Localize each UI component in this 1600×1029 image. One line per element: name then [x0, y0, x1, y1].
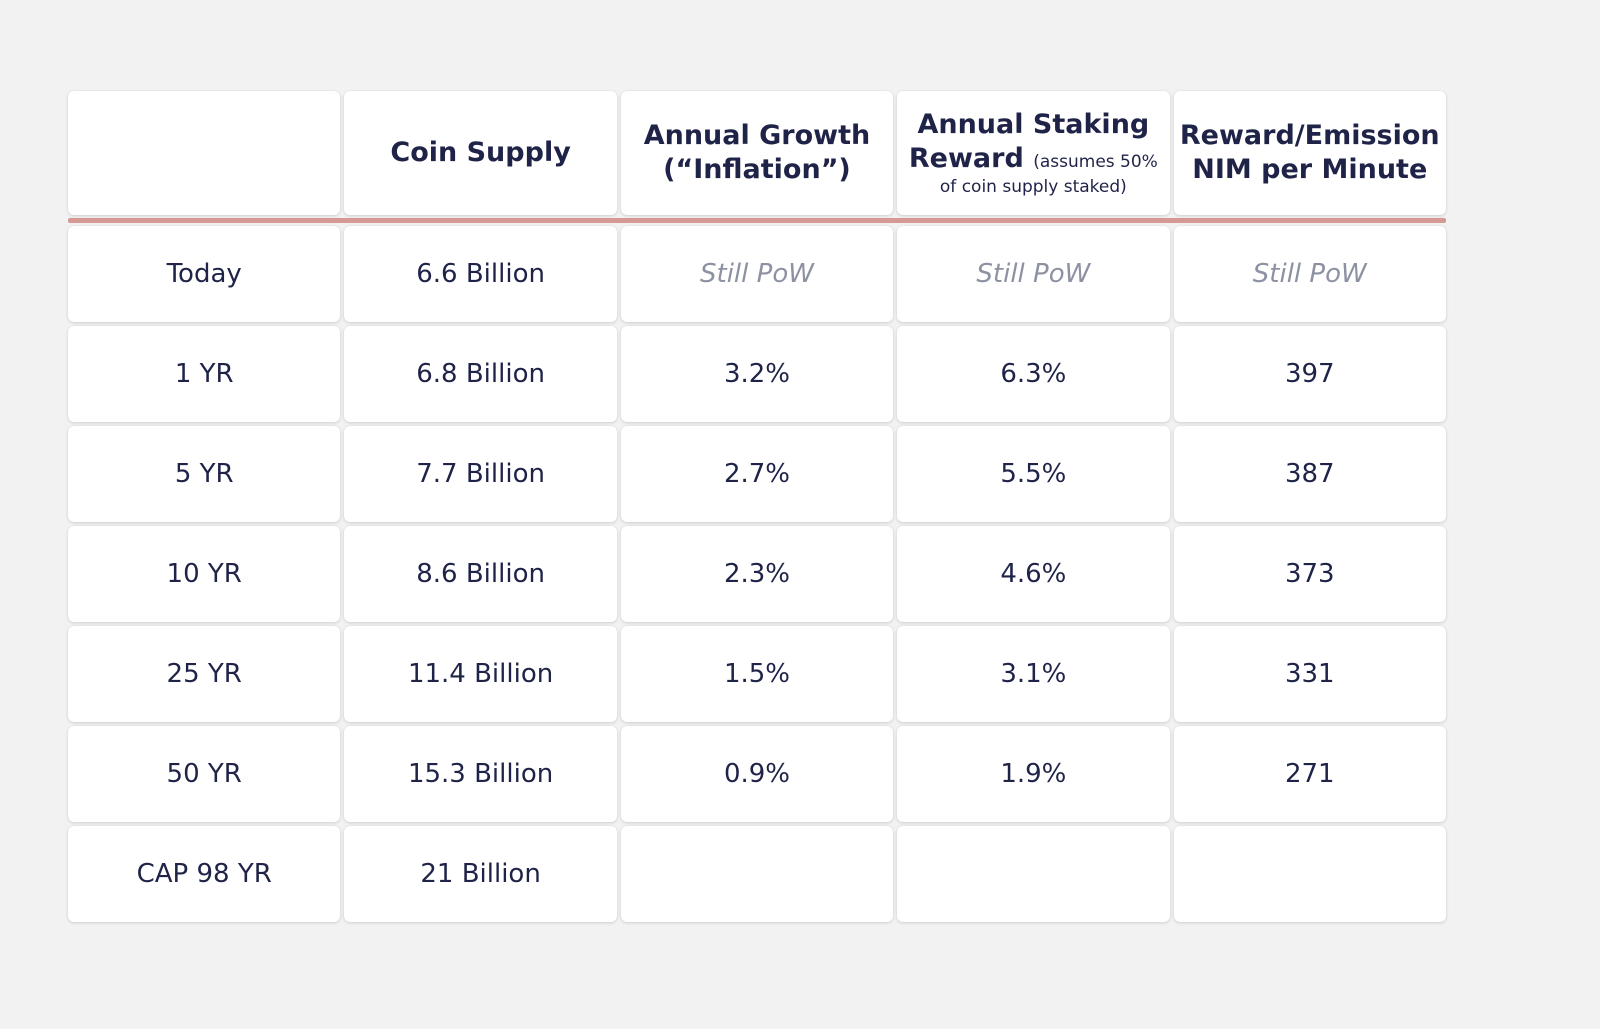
annual-growth-cell-value: 2.3% [723, 559, 790, 589]
staking-reward-cell-value: 5.5% [1000, 459, 1067, 489]
staking-reward-cell [897, 826, 1170, 922]
table-row: 5 YR 7.7 Billion 2.7% 5.5% 387 [68, 426, 1446, 522]
reward-per-minute-cell: 387 [1173, 426, 1446, 522]
header-coin-supply-label: Coin Supply [390, 137, 571, 168]
reward-per-minute-cell: Still PoW [1173, 226, 1446, 322]
header-staking-note2: of coin supply staked) [939, 177, 1127, 197]
reward-per-minute-cell-value: 387 [1284, 459, 1335, 489]
header-coin-supply: Coin Supply [344, 91, 617, 215]
annual-growth-cell-value: 3.2% [723, 359, 790, 389]
annual-growth-cell: 2.7% [620, 426, 894, 522]
table-row: 1 YR 6.8 Billion 3.2% 6.3% 397 [68, 326, 1446, 422]
period-cell: 25 YR [68, 626, 341, 722]
coin-supply-cell-value: 7.7 Billion [416, 459, 545, 489]
period-cell: 5 YR [68, 426, 341, 522]
period-cell: 50 YR [68, 726, 341, 822]
annual-growth-cell-value: 0.9% [723, 759, 790, 789]
annual-growth-cell: 0.9% [620, 726, 894, 822]
staking-reward-cell: 4.6% [897, 526, 1170, 622]
annual-growth-cell [620, 826, 894, 922]
coin-supply-cell: 11.4 Billion [344, 626, 617, 722]
emission-table: Coin Supply Annual Growth (“Inflation”) … [68, 91, 1446, 926]
period-cell-value: 10 YR [166, 559, 242, 589]
coin-supply-cell-value: 6.6 Billion [416, 259, 545, 289]
header-annual-growth-line1: Annual Growth [643, 120, 871, 151]
reward-per-minute-cell: 373 [1173, 526, 1446, 622]
period-cell: 10 YR [68, 526, 341, 622]
header-staking-line2: Reward [908, 143, 1024, 174]
period-cell-value: CAP 98 YR [136, 859, 272, 889]
annual-growth-cell-value: 2.7% [723, 459, 790, 489]
period-cell: Today [68, 226, 341, 322]
reward-per-minute-cell-value: 373 [1284, 559, 1335, 589]
annual-growth-cell: 2.3% [620, 526, 894, 622]
table-row: 50 YR 15.3 Billion 0.9% 1.9% 271 [68, 726, 1446, 822]
annual-growth-cell-value: Still PoW [700, 259, 814, 289]
staking-reward-cell: 3.1% [897, 626, 1170, 722]
period-cell-value: Today [166, 259, 242, 289]
staking-reward-cell-value: 6.3% [1000, 359, 1067, 389]
coin-supply-cell-value: 8.6 Billion [416, 559, 545, 589]
annual-growth-cell: 1.5% [620, 626, 894, 722]
coin-supply-cell-value: 21 Billion [420, 859, 541, 889]
reward-per-minute-cell: 271 [1173, 726, 1446, 822]
coin-supply-cell: 21 Billion [344, 826, 617, 922]
staking-reward-cell-value: 1.9% [1000, 759, 1067, 789]
staking-reward-cell-value: 4.6% [1000, 559, 1067, 589]
table-row: 25 YR 11.4 Billion 1.5% 3.1% 331 [68, 626, 1446, 722]
header-reward-line2: NIM per Minute [1192, 154, 1428, 185]
coin-supply-cell-value: 6.8 Billion [416, 359, 545, 389]
header-cell-empty [68, 91, 341, 215]
period-cell-value: 50 YR [166, 759, 242, 789]
header-reward-line1: Reward/Emission [1179, 120, 1440, 151]
annual-growth-cell: 3.2% [620, 326, 894, 422]
reward-per-minute-cell: 331 [1173, 626, 1446, 722]
staking-reward-cell: 6.3% [897, 326, 1170, 422]
coin-supply-cell-value: 15.3 Billion [407, 759, 554, 789]
reward-per-minute-cell-value: 397 [1284, 359, 1335, 389]
header-annual-staking-reward: Annual Staking Reward (assumes 50% of co… [897, 91, 1170, 215]
table-row: Today 6.6 Billion Still PoW Still PoW Still … [68, 226, 1446, 322]
header-reward-emission: Reward/Emission NIM per Minute [1173, 91, 1446, 215]
header-annual-growth-line2: (“Inflation”) [663, 154, 851, 185]
coin-supply-cell: 6.8 Billion [344, 326, 617, 422]
period-cell: 1 YR [68, 326, 341, 422]
header-divider [68, 218, 1446, 223]
period-cell-value: 1 YR [174, 359, 234, 389]
reward-per-minute-cell-value: 331 [1284, 659, 1335, 689]
table-body: Today 6.6 Billion Still PoW Still PoW Still … [68, 226, 1446, 922]
reward-per-minute-cell [1173, 826, 1446, 922]
header-annual-growth: Annual Growth (“Inflation”) [620, 91, 894, 215]
table-row: 10 YR 8.6 Billion 2.3% 4.6% 373 [68, 526, 1446, 622]
reward-per-minute-cell: 397 [1173, 326, 1446, 422]
staking-reward-cell: Still PoW [897, 226, 1170, 322]
reward-per-minute-cell-value: Still PoW [1252, 259, 1367, 289]
header-staking-line1: Annual Staking [917, 109, 1150, 140]
period-cell-value: 5 YR [174, 459, 234, 489]
header-row: Coin Supply Annual Growth (“Inflation”) … [68, 91, 1446, 215]
header-staking-note1: (assumes 50% [1033, 152, 1158, 172]
coin-supply-cell: 6.6 Billion [344, 226, 617, 322]
reward-per-minute-cell-value: 271 [1284, 759, 1335, 789]
period-cell: CAP 98 YR [68, 826, 341, 922]
table-row: CAP 98 YR 21 Billion [68, 826, 1446, 922]
period-cell-value: 25 YR [166, 659, 242, 689]
coin-supply-cell: 7.7 Billion [344, 426, 617, 522]
staking-reward-cell-value: 3.1% [1000, 659, 1067, 689]
coin-supply-cell-value: 11.4 Billion [407, 659, 554, 689]
annual-growth-cell-value: 1.5% [723, 659, 790, 689]
coin-supply-cell: 8.6 Billion [344, 526, 617, 622]
staking-reward-cell: 1.9% [897, 726, 1170, 822]
annual-growth-cell: Still PoW [620, 226, 894, 322]
staking-reward-cell-value: Still PoW [976, 259, 1091, 289]
coin-supply-cell: 15.3 Billion [344, 726, 617, 822]
staking-reward-cell: 5.5% [897, 426, 1170, 522]
